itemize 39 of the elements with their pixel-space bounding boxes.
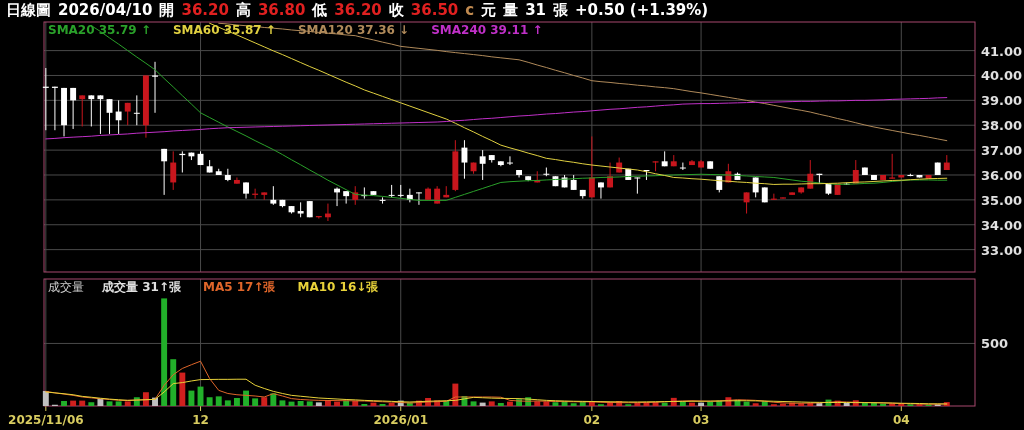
y-tick-label: 33.00 [981, 242, 1023, 258]
text: 收 [388, 1, 405, 19]
text: SMA240 39.11 ↑ [431, 23, 543, 37]
text: 開 [159, 1, 175, 19]
series-label: SMA20 35.79 ↑ [48, 23, 151, 37]
y-tick-label: 36.00 [981, 167, 1023, 183]
x-tick-label: 02 [583, 413, 601, 427]
x-tick-label: 12 [192, 413, 209, 427]
text: 31 [525, 1, 547, 19]
x-tick-label: 2025/11/06 [8, 413, 84, 427]
text: 2026/04/10 [58, 1, 153, 19]
text: c [465, 1, 475, 19]
series-label: SMA60 35.87 ↑ [172, 23, 276, 37]
x-tick-label: 2026/01 [373, 413, 428, 427]
text: 36.50 [410, 1, 459, 19]
y-tick-label: 40.00 [981, 68, 1023, 84]
text: +0.50 (+1.39%) [575, 1, 709, 19]
text: MA10 16↓張 [297, 280, 380, 294]
text: 高 [235, 1, 251, 19]
text: 量 [502, 1, 519, 19]
y-tick-label: 35.00 [981, 192, 1023, 208]
x-tick-label: 04 [892, 413, 910, 427]
text: MA5 17↑張 [202, 280, 277, 294]
series-label: 成交量 31↑張 [101, 280, 182, 294]
y-tick-label: 500 [981, 336, 1009, 352]
text: 日線圖 [6, 1, 51, 19]
text: 36.20 [334, 1, 382, 19]
y-tick-label: 37.00 [981, 143, 1023, 159]
text: 36.20 [181, 1, 229, 19]
text: 張 [553, 1, 570, 19]
text: 元 [480, 1, 497, 19]
text: 36.80 [257, 1, 306, 19]
text: 低 [311, 1, 328, 19]
x-tick-label: 03 [692, 413, 710, 427]
y-tick-label: 34.00 [981, 217, 1023, 233]
y-tick-label: 39.00 [981, 93, 1023, 109]
y-tick-label: 38.00 [981, 118, 1023, 134]
chart-title: 成交量 [48, 280, 84, 294]
y-tick-label: 41.00 [981, 43, 1023, 59]
